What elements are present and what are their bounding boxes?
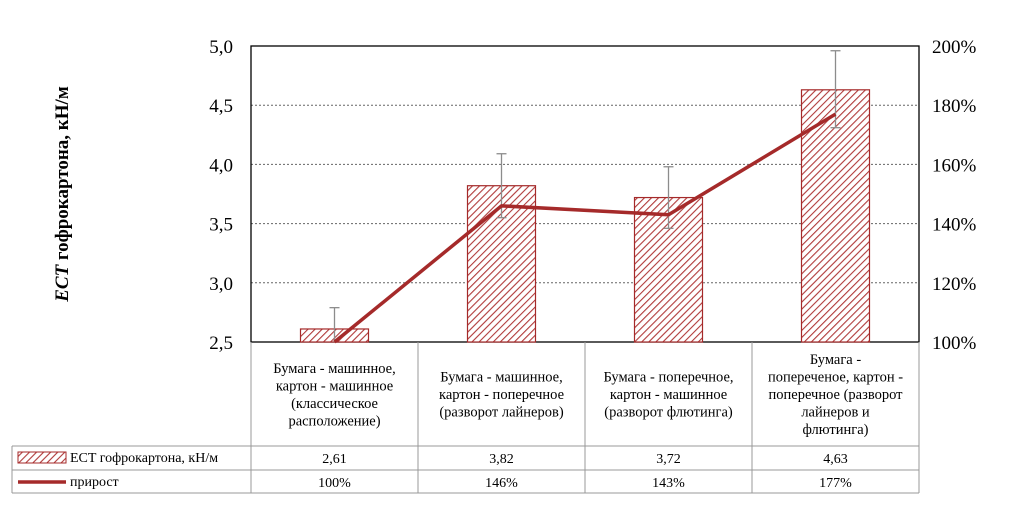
category-label: Бумага - машинное, картон - поперечное (ра… <box>439 370 564 421</box>
growth-line <box>333 112 837 344</box>
category-label-line: попереченое, картон - <box>768 370 903 386</box>
table-value-growth: 177% <box>819 476 852 491</box>
y-axis-label-rest: гофрокартона, кН/м <box>52 86 73 265</box>
y2-tick-label: 100% <box>932 333 977 354</box>
table-value-ect: 3,72 <box>656 452 681 467</box>
category-label-line: картон - машинное <box>276 378 393 394</box>
category-label-line: Бумага - <box>810 352 862 368</box>
category-label-line: поперечное (разворот <box>769 387 904 403</box>
y-tick-label: 4,5 <box>209 96 233 117</box>
legend-bar-label: ECT гофрокартона, кН/м <box>70 451 218 466</box>
category-label: Бумага - поперечное, картон - машинное (ра… <box>603 370 733 421</box>
table-value-ect: 4,63 <box>823 452 848 467</box>
bars <box>299 89 871 343</box>
y2-tick-label: 180% <box>932 96 977 117</box>
y-tick-label: 2,5 <box>209 333 233 354</box>
category-label-line: картон - поперечное <box>439 387 564 403</box>
category-label-line: (классическое <box>291 396 378 412</box>
y-tick-label: 3,5 <box>209 215 233 236</box>
y-tick-label: 4,0 <box>209 155 233 176</box>
category-label-line: флютинга) <box>803 422 869 438</box>
error-bars <box>329 50 841 342</box>
y-axis-label-prefix: ECT <box>52 263 73 302</box>
category-label-line: картон - машинное <box>610 387 727 403</box>
category-label-line: Бумага - поперечное, <box>603 370 733 386</box>
table-value-ect: 2,61 <box>322 452 347 467</box>
y2-tick-label: 140% <box>932 215 977 236</box>
table-values: 2,61 3,82 3,72 4,63 100% 146% 143% 177% <box>318 452 852 491</box>
y2-tick-label: 120% <box>932 274 977 295</box>
y-tick-label: 5,0 <box>209 37 233 58</box>
y-axis-label: ECT гофрокартона, кН/м <box>52 86 73 303</box>
category-label: Бумага - попереченое, картон -поперечное … <box>768 352 903 438</box>
category-label-line: лайнеров и <box>801 405 870 421</box>
legend-line-label: прирост <box>70 475 119 490</box>
y2-tick-label: 200% <box>932 37 977 58</box>
table-value-growth: 100% <box>318 476 351 491</box>
y-tick-label: 3,0 <box>209 274 233 295</box>
category-label-line: (разворот флютинга) <box>604 405 733 421</box>
y-axis-ticks: 2,5 3,0 3,5 4,0 4,5 5,0 <box>209 37 233 354</box>
data-table: ECT гофрокартона, кН/м прирост Бумага - … <box>11 342 920 494</box>
y2-axis-ticks: 100% 120% 140% 160% 180% 200% <box>932 37 977 354</box>
category-label-line: (разворот лайнеров) <box>439 405 563 421</box>
table-value-growth: 143% <box>652 476 685 491</box>
category-label: Бумага - машинное, картон - машинное (клас… <box>273 361 395 430</box>
bar <box>800 89 871 343</box>
category-label-line: Бумага - машинное, <box>440 370 562 386</box>
table-value-ect: 3,82 <box>489 452 514 467</box>
legend-bar-swatch <box>17 451 67 464</box>
table-value-growth: 146% <box>485 476 518 491</box>
y2-tick-label: 160% <box>932 155 977 176</box>
category-label-line: расположение) <box>288 413 380 429</box>
category-labels: Бумага - машинное, картон - машинное (клас… <box>273 352 903 438</box>
category-label-line: Бумага - машинное, <box>273 361 395 377</box>
